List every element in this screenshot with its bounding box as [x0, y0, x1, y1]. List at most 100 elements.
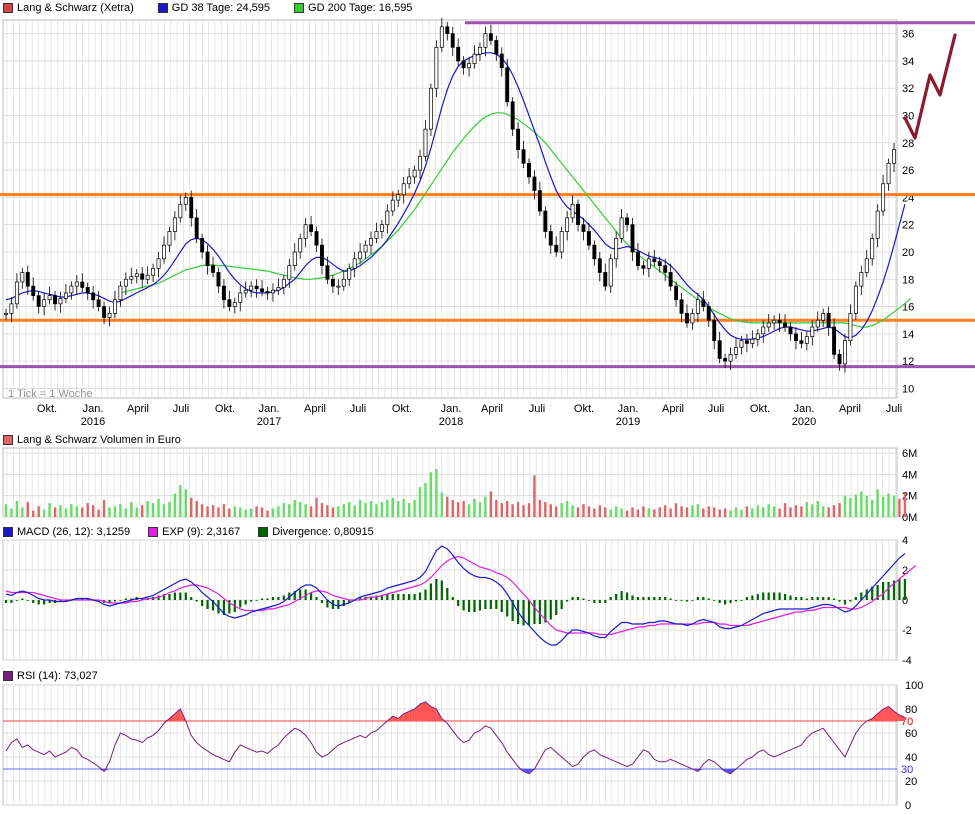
- divergence-bar: [805, 598, 808, 600]
- candle-body: [521, 149, 526, 164]
- rsi-overbought-fill: [888, 706, 894, 721]
- volume-bar: [48, 503, 51, 517]
- volume-bar: [260, 507, 264, 517]
- divergence-bar: [871, 586, 874, 600]
- candle-body: [401, 183, 406, 196]
- candle-body: [292, 251, 297, 266]
- x-month-label: Okt.: [574, 403, 594, 415]
- volume-bar: [783, 503, 787, 517]
- candle-body: [102, 306, 107, 318]
- volume-bar: [800, 506, 803, 517]
- candle-body: [183, 197, 188, 205]
- divergence-bar: [4, 600, 8, 603]
- candle-body: [570, 203, 575, 219]
- divergence-bar: [527, 600, 531, 626]
- volume-bar: [222, 504, 226, 517]
- candle-body: [178, 203, 183, 219]
- candle-body: [461, 60, 466, 69]
- candle-body: [516, 128, 521, 150]
- volume-bar: [576, 507, 580, 517]
- volume-bar: [309, 506, 313, 517]
- candle-body: [783, 322, 787, 328]
- candle-body: [695, 299, 700, 314]
- rsi-overbought-fill: [403, 711, 410, 721]
- candle-body: [483, 33, 488, 48]
- candle-body: [276, 287, 281, 291]
- legend-rsi: RSI (14): 73,027: [3, 670, 98, 682]
- volume-bar: [53, 507, 57, 517]
- candle-body: [450, 33, 455, 48]
- divergence-bar: [538, 600, 541, 624]
- candle-body: [532, 176, 537, 191]
- candle-body: [336, 285, 341, 288]
- divergence-bar: [849, 600, 852, 602]
- rsi-overbought-fill: [899, 715, 905, 721]
- price-y-tick-label: 16: [902, 302, 914, 314]
- volume-bar: [772, 506, 776, 517]
- macd-y-tick-label: 2: [902, 565, 908, 577]
- volume-bar: [293, 499, 296, 517]
- x-month-label: Okt.: [392, 403, 412, 415]
- candle-body: [265, 291, 270, 294]
- divergence-bar: [636, 597, 640, 600]
- candle-body: [761, 326, 766, 335]
- candle-body: [162, 244, 166, 260]
- candle-body: [91, 292, 96, 301]
- candle-body: [107, 313, 112, 318]
- volume-bar: [255, 506, 258, 517]
- volume-bar: [151, 503, 155, 517]
- volume-bar: [778, 508, 781, 517]
- legend-gd200-label: GD 200 Tage: 16,595: [308, 2, 413, 14]
- divergence-bar: [179, 592, 182, 600]
- divergence-bar: [544, 600, 547, 623]
- divergence-bar: [418, 592, 422, 600]
- legend-volume-label: Lang & Schwarz Volumen in Euro: [17, 434, 181, 446]
- volume-bar: [124, 508, 128, 517]
- volume-bar: [435, 469, 438, 517]
- candle-body: [9, 303, 14, 314]
- divergence-bar: [751, 595, 754, 600]
- candle-body: [238, 292, 243, 303]
- rsi-y-tick-label: 60: [905, 728, 917, 740]
- volume-bar: [876, 489, 879, 517]
- candle-body: [314, 231, 319, 246]
- divergence-bar: [762, 592, 765, 600]
- divergence-bar: [511, 600, 514, 621]
- candle-body: [287, 265, 292, 280]
- candle-body: [793, 333, 798, 342]
- rsi-overbought-fill: [174, 709, 181, 721]
- volume-bar: [97, 509, 100, 517]
- candle-body: [63, 292, 68, 299]
- divergence-bar: [424, 589, 427, 600]
- candle-body: [189, 197, 194, 219]
- volume-bar: [473, 498, 476, 517]
- volume-bar: [467, 504, 471, 517]
- divergence-bar: [81, 598, 84, 600]
- volume-bar: [271, 508, 275, 517]
- volume-bar: [358, 499, 362, 517]
- candle-body: [799, 340, 804, 344]
- candle-body: [20, 272, 25, 283]
- rsi-y-tick-label: 40: [905, 752, 917, 764]
- x-month-label: April: [481, 403, 503, 415]
- volume-bar: [631, 507, 634, 517]
- volume-bar: [865, 495, 868, 517]
- divergence-bar: [767, 592, 770, 600]
- divergence-bar: [745, 597, 749, 600]
- legend-macd-swatch: [3, 527, 13, 537]
- volume-bar: [113, 506, 117, 517]
- divergence-bar: [408, 594, 411, 600]
- candle-body: [821, 313, 826, 321]
- candle-body: [303, 224, 308, 239]
- divergence-bar: [190, 597, 193, 600]
- candle-body: [472, 53, 477, 65]
- divergence-bar: [380, 595, 384, 600]
- volume-bar: [81, 507, 84, 517]
- candle-body: [766, 322, 771, 328]
- divergence-bar: [320, 600, 324, 603]
- candle-body: [36, 295, 41, 307]
- divergence-bar: [702, 597, 705, 600]
- x-month-label: April: [662, 403, 684, 415]
- volume-bar: [734, 507, 738, 517]
- divergence-bar: [587, 600, 591, 601]
